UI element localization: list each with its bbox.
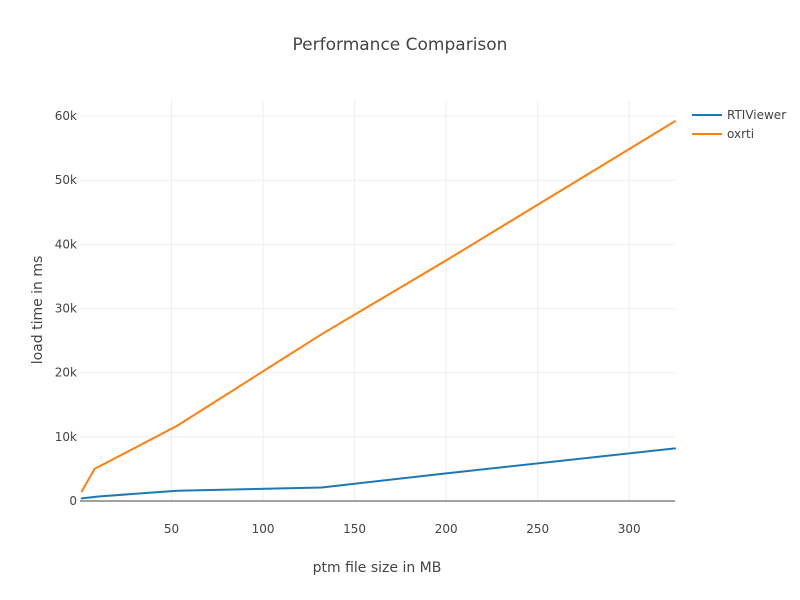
y-tick-label: 0 [69,494,77,508]
x-axis-title: ptm file size in MB [313,560,442,576]
x-tick-label: 250 [526,522,549,536]
series-line-rtiviewer [80,447,676,500]
series-layer [80,120,676,500]
x-tick-label: 300 [618,522,641,536]
series-line-oxrti [80,120,676,493]
x-tick-label: 200 [435,522,458,536]
x-tick-label: 100 [252,522,275,536]
y-tick-label: 10k [55,430,77,444]
x-tick-label: 150 [343,522,366,536]
axis-layer: 50 100 150 200 250 300 0 10k 20k 30k 40k 50k 60k [55,109,675,536]
legend-label-rtiviewer: RTIViewer [727,108,786,122]
y-tick-label: 20k [55,366,77,380]
legend-label-oxrti: oxrti [727,127,754,141]
y-tick-label: 50k [55,173,77,187]
x-tick-label: 50 [164,522,179,536]
y-tick-label: 40k [55,237,77,251]
y-axis-title: load time in ms [30,256,46,365]
chart-title: Performance Comparison [293,35,508,55]
y-tick-label: 30k [55,302,77,316]
legend: RTIViewer oxrti [692,108,786,141]
y-tick-label: 60k [55,109,77,123]
grid-layer [80,100,675,501]
